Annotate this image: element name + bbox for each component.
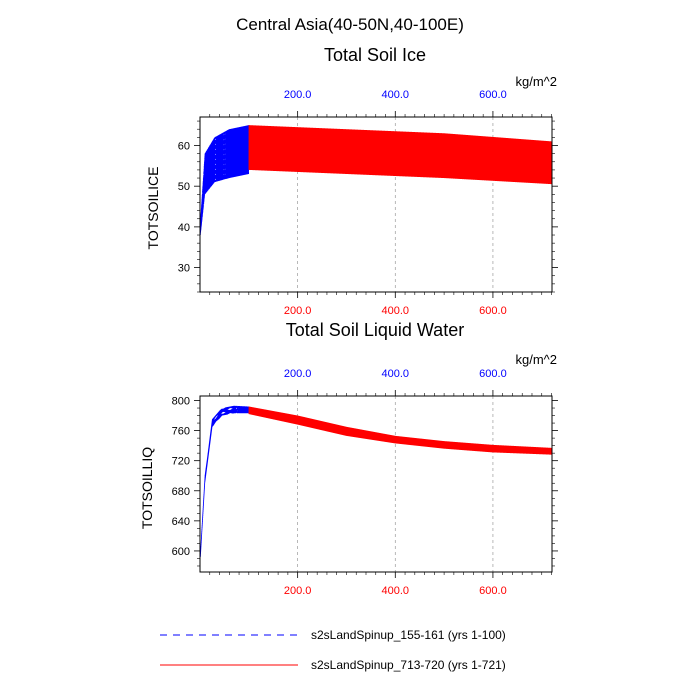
panel-title: Total Soil Liquid Water [286,320,464,340]
series-line-blue [200,125,250,236]
top-x-tick-label: 400.0 [382,89,410,101]
grid-lines [297,117,494,292]
y-tick-label: 600 [172,546,190,558]
top-x-tick-label: 400.0 [382,368,410,380]
y-tick-label: 720 [172,456,190,468]
y-tick-label: 40 [178,222,190,234]
y-axis-label: TOTSOILLIQ [139,447,155,529]
top-x-tick-label: 200.0 [284,89,312,101]
y-tick-label: 800 [172,396,190,408]
legend-label-series-a: s2sLandSpinup_155-161 (yrs 1-100) [311,628,506,642]
bottom-x-tick-label: 200.0 [284,305,312,317]
series-line-red [248,125,553,185]
y-axis-label: TOTSOILICE [145,167,161,250]
panel-title: Total Soil Ice [324,45,426,65]
bottom-x-tick-label: 600.0 [479,305,507,317]
y-tick-label: 760 [172,426,190,438]
bottom-x-tick-label: 600.0 [479,585,507,597]
y-tick-label: 30 [178,263,190,275]
figure-suptitle: Central Asia(40-50N,40-100E) [236,15,464,34]
legend: s2sLandSpinup_155-161 (yrs 1-100) s2sLan… [160,628,506,672]
series-line-blue [200,405,250,557]
series-line-red [248,406,553,455]
units-label: kg/m^2 [515,352,557,367]
y-tick-label: 640 [172,516,190,528]
series-layer [200,405,553,557]
bottom-x-tick-label: 400.0 [382,305,410,317]
series-layer [200,125,553,236]
tick-labels: 30 40 50 60 200.0 400.0 600.0 200.0 400.… [178,89,507,317]
units-label: kg/m^2 [515,74,557,89]
top-x-tick-label: 600.0 [479,368,507,380]
axis-ticks [194,111,558,298]
axis-ticks [194,390,558,578]
bottom-x-tick-label: 400.0 [382,585,410,597]
tick-labels: 600 640 680 720 760 800 200.0 400.0 600.… [172,368,507,597]
top-x-tick-label: 600.0 [479,89,507,101]
y-tick-label: 60 [178,140,190,152]
y-tick-label: 50 [178,181,190,193]
top-x-tick-label: 200.0 [284,368,312,380]
panel-soil-liquid: Total Soil Liquid Water kg/m^2 TOTSOILLI… [139,320,558,597]
bottom-x-tick-label: 200.0 [284,585,312,597]
plot-frame [199,395,553,573]
grid-lines [297,396,494,572]
panel-soil-ice: Total Soil Ice kg/m^2 TOTSOILICE 30 40 5… [145,45,558,317]
legend-label-series-b: s2sLandSpinup_713-720 (yrs 1-721) [311,658,506,672]
y-tick-label: 680 [172,486,190,498]
